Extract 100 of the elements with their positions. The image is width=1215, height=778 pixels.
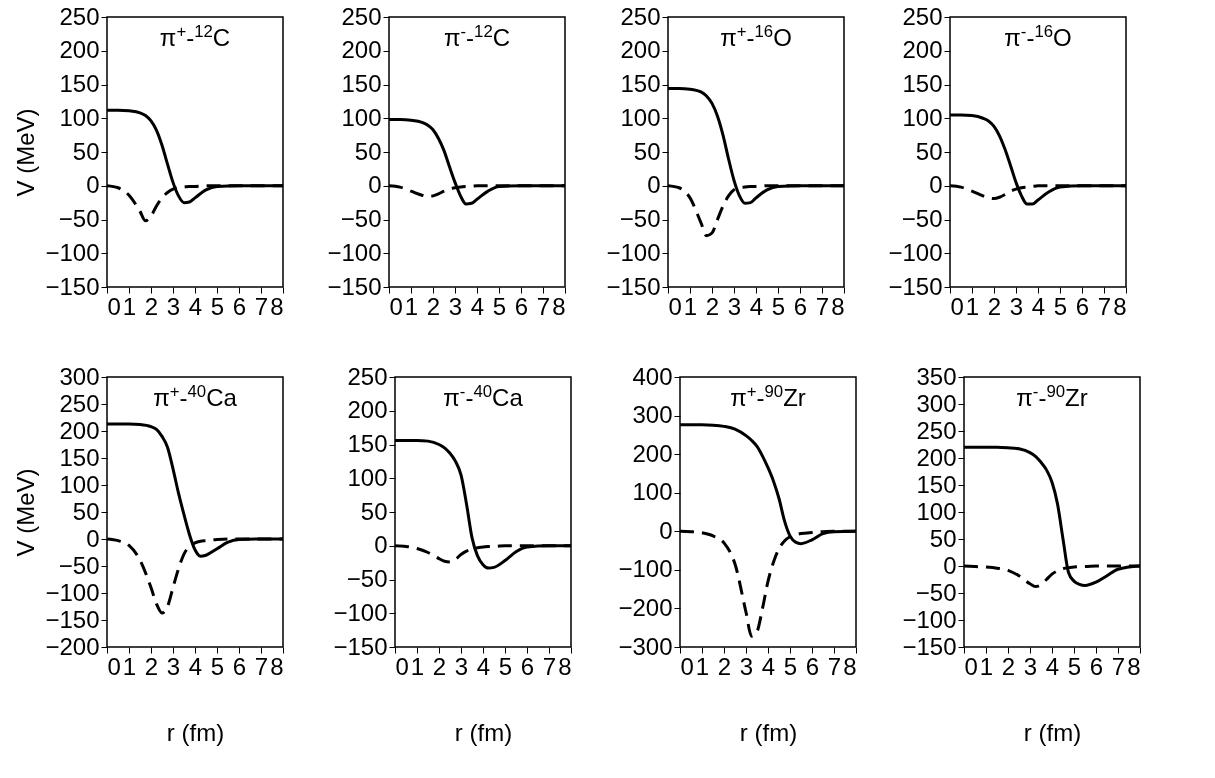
x-tick-label: 3 <box>166 292 181 320</box>
x-tick-label: 6 <box>1089 652 1104 680</box>
y-tick-label: 300 <box>632 401 673 429</box>
y-tick-label: −200 <box>45 632 100 660</box>
y-tick-label: 50 <box>929 524 957 552</box>
x-tick-label: 8 <box>270 292 284 320</box>
y-tick-label: −50 <box>346 565 388 592</box>
x-tick-label: 5 <box>1067 652 1082 680</box>
y-tick-label: 200 <box>59 36 100 64</box>
x-tick-label: 3 <box>739 652 754 680</box>
y-tick-label: −50 <box>58 551 100 579</box>
x-tick-label: 5 <box>210 652 225 680</box>
y-tick-label: 50 <box>360 497 388 525</box>
y-tick-label: 50 <box>915 137 943 165</box>
x-tick-label: 1 <box>965 292 980 320</box>
x-tick-label: 6 <box>793 292 808 320</box>
y-tick-label: −150 <box>333 632 388 660</box>
y-tick-label: 150 <box>902 70 943 97</box>
x-axis-title: r (fm) <box>166 718 225 746</box>
x-tick-label: 1 <box>979 652 994 680</box>
y-tick-label: 250 <box>902 2 943 30</box>
x-tick-label: 8 <box>831 292 845 320</box>
y-tick-label: −100 <box>606 238 661 266</box>
y-tick-label: 200 <box>916 443 957 471</box>
y-tick-label: 50 <box>72 137 100 165</box>
y-tick-label: 0 <box>86 524 100 552</box>
y-tick-label: −50 <box>901 205 943 232</box>
x-tick-label: 7 <box>827 652 842 680</box>
y-tick-label: 250 <box>341 2 382 30</box>
x-tick-label: 8 <box>558 652 572 680</box>
x-tick-label: 1 <box>695 652 710 680</box>
y-tick-label: 0 <box>943 551 957 579</box>
chart-title: π$^{-}$-$^{40}$Ca <box>443 381 524 411</box>
chart-title: π$^{+}$-$^{40}$Ca <box>153 381 238 411</box>
y-tick-label: 300 <box>59 362 100 390</box>
y-tick-label: 100 <box>902 103 943 131</box>
x-tick-label: 3 <box>448 292 463 320</box>
y-tick-label: 250 <box>916 416 957 444</box>
x-tick-label: 8 <box>1127 652 1141 680</box>
x-tick-label: 2 <box>1001 652 1016 680</box>
y-tick-label: 100 <box>341 103 382 131</box>
y-tick-label: 0 <box>659 516 673 544</box>
x-tick-label: 7 <box>815 292 830 320</box>
y-tick-label: −100 <box>327 238 382 266</box>
y-axis-title: V (MeV) <box>12 468 40 557</box>
x-tick-label: 6 <box>514 292 529 320</box>
y-tick-label: 150 <box>620 70 661 97</box>
x-tick-label: 7 <box>1111 652 1126 680</box>
x-tick-label: 5 <box>783 652 798 680</box>
y-tick-label: 250 <box>347 362 388 390</box>
y-tick-label: 50 <box>633 137 661 165</box>
chart-title: π$^{-}$-$^{12}$C <box>443 21 511 51</box>
x-tick-label: 4 <box>1045 652 1060 680</box>
x-tick-label: 2 <box>144 292 159 320</box>
y-tick-label: −150 <box>327 272 382 300</box>
x-tick-label: 4 <box>470 292 485 320</box>
y-tick-label: 150 <box>916 470 957 498</box>
y-tick-label: −300 <box>618 632 673 660</box>
y-tick-label: −150 <box>888 272 943 300</box>
y-tick-label: 0 <box>368 171 382 199</box>
chart-title: π$^{+}$-$^{90}$Zr <box>730 381 806 411</box>
y-tick-label: 350 <box>916 362 957 390</box>
x-tick-label: 2 <box>987 292 1002 320</box>
x-tick-label: 6 <box>520 652 535 680</box>
x-tick-label: 7 <box>536 292 551 320</box>
x-tick-label: 6 <box>1075 292 1090 320</box>
y-tick-label: 100 <box>59 470 100 498</box>
y-tick-label: −150 <box>606 272 661 300</box>
y-tick-label: 150 <box>347 430 388 457</box>
y-tick-label: 100 <box>632 478 673 506</box>
y-tick-label: −100 <box>618 555 673 583</box>
y-tick-label: 100 <box>347 463 388 491</box>
x-tick-label: 2 <box>144 652 159 680</box>
y-tick-label: 250 <box>59 2 100 30</box>
y-tick-label: 100 <box>916 497 957 525</box>
y-tick-label: −150 <box>45 605 100 633</box>
y-tick-label: 200 <box>632 439 673 467</box>
x-tick-label: 2 <box>426 292 441 320</box>
x-tick-label: 5 <box>492 292 507 320</box>
x-tick-label: 1 <box>122 652 137 680</box>
chart-title: π$^{+}$-$^{16}$O <box>720 21 792 51</box>
y-axis-title: V (MeV) <box>12 108 40 197</box>
x-tick-label: 7 <box>1097 292 1112 320</box>
y-tick-label: 0 <box>929 171 943 199</box>
x-tick-label: 5 <box>498 652 513 680</box>
y-tick-label: 200 <box>620 36 661 64</box>
x-tick-label: 0 <box>395 652 409 680</box>
x-tick-label: 3 <box>727 292 742 320</box>
x-tick-label: 4 <box>476 652 491 680</box>
x-tick-label: 6 <box>232 652 247 680</box>
x-tick-label: 2 <box>432 652 447 680</box>
x-tick-label: 8 <box>1113 292 1127 320</box>
x-axis-title: r (fm) <box>739 718 798 746</box>
y-tick-label: −100 <box>333 598 388 626</box>
y-tick-label: −150 <box>902 632 957 660</box>
y-tick-label: 0 <box>647 171 661 199</box>
chart-title: π$^{+}$-$^{12}$C <box>159 21 231 51</box>
y-tick-label: 100 <box>620 103 661 131</box>
y-tick-label: 50 <box>72 497 100 525</box>
y-tick-label: −100 <box>45 578 100 606</box>
